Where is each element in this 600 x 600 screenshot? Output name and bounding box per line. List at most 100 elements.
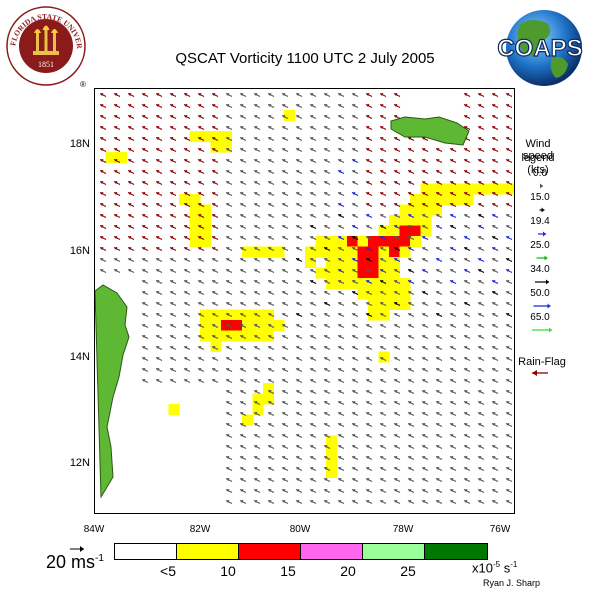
wind-vector <box>225 467 233 471</box>
vorticity-cell <box>231 309 243 321</box>
wind-vector <box>449 423 457 427</box>
wind-vector <box>505 335 513 339</box>
wind-vector <box>435 434 443 438</box>
wind-vector <box>393 280 401 284</box>
wind-vector <box>309 390 317 394</box>
wind-vector <box>253 390 261 394</box>
wind-vector <box>337 291 345 295</box>
wind-vector <box>505 500 513 504</box>
wind-vector <box>169 368 177 372</box>
wind-vector <box>407 489 415 493</box>
wind-vector <box>211 148 219 152</box>
vorticity-cell-high <box>368 246 379 258</box>
wind-vector <box>463 302 471 306</box>
wind-vector <box>225 390 233 394</box>
wind-vector <box>491 170 499 174</box>
central-america-land <box>95 284 130 499</box>
wind-vector <box>505 148 513 152</box>
wind-vector <box>407 401 415 405</box>
wind-vector <box>267 280 275 284</box>
vorticity-cell <box>189 236 201 247</box>
wind-vector <box>141 258 149 262</box>
wind-vector <box>155 236 163 240</box>
vorticity-cell-high <box>399 236 411 247</box>
wind-vector <box>127 236 135 240</box>
wind-legend-arrow-icon <box>539 207 545 213</box>
wind-vector <box>365 170 373 174</box>
vorticity-cell <box>231 330 243 342</box>
wind-vector <box>379 313 387 317</box>
wind-vector <box>421 170 429 174</box>
wind-vector <box>267 203 275 207</box>
vorticity-colorbar <box>114 543 488 560</box>
wind-vector <box>267 335 275 339</box>
wind-legend-arrow-icon <box>533 303 551 309</box>
wind-vector <box>155 93 163 97</box>
wind-vector <box>505 423 513 427</box>
wind-vector <box>323 148 331 152</box>
wind-vector <box>225 302 233 306</box>
wind-vector <box>267 170 275 174</box>
wind-vector <box>211 170 219 174</box>
wind-vector <box>477 456 485 460</box>
wind-vector <box>127 104 135 108</box>
wind-vector <box>239 291 247 295</box>
vorticity-cell <box>326 236 337 247</box>
wind-vector <box>281 115 289 119</box>
wind-vector <box>211 115 219 119</box>
wind-vector <box>267 467 275 471</box>
wind-vector <box>281 489 289 493</box>
wind-vector <box>463 126 471 130</box>
wind-vector <box>295 313 303 317</box>
wind-vector <box>477 214 485 218</box>
wind-vector <box>407 291 415 295</box>
wind-vector <box>211 258 219 262</box>
wind-vector <box>449 148 457 152</box>
wind-vector <box>295 93 303 97</box>
wind-vector <box>491 214 499 218</box>
wind-vector <box>113 181 121 185</box>
vorticity-cell <box>410 236 421 247</box>
wind-vector <box>183 269 191 273</box>
wind-vector <box>323 115 331 119</box>
wind-vector <box>295 456 303 460</box>
vorticity-cell <box>410 215 421 226</box>
wind-vector <box>113 137 121 141</box>
wind-vector <box>155 247 163 251</box>
wind-vector <box>393 335 401 339</box>
wind-legend-title-line1: Wind speed <box>523 138 553 162</box>
vorticity-cell <box>242 320 253 331</box>
wind-vector <box>141 192 149 196</box>
wind-vector <box>225 368 233 372</box>
wind-vector <box>141 236 149 240</box>
wind-vector <box>351 258 359 262</box>
wind-vector <box>463 401 471 405</box>
wind-vector <box>323 137 331 141</box>
wind-vector <box>477 368 485 372</box>
wind-vector <box>281 401 289 405</box>
wind-vector <box>337 445 345 449</box>
wind-vector <box>295 467 303 471</box>
wind-vector <box>477 247 485 251</box>
wind-vector <box>477 445 485 449</box>
wind-vector <box>197 302 205 306</box>
wind-vector <box>351 412 359 416</box>
wind-vector <box>113 126 121 130</box>
vorticity-cell <box>410 194 421 205</box>
wind-vector <box>393 170 401 174</box>
wind-vector <box>435 148 443 152</box>
wind-vector <box>435 313 443 317</box>
wind-vector <box>295 225 303 229</box>
wind-vector <box>155 159 163 163</box>
wind-vector <box>491 104 499 108</box>
wind-vector <box>267 192 275 196</box>
wind-vector <box>239 104 247 108</box>
wind-vector <box>281 170 289 174</box>
wind-vector <box>491 225 499 229</box>
wind-vector <box>281 258 289 262</box>
wind-vector <box>337 225 345 229</box>
wind-vector <box>323 434 331 438</box>
wind-vector <box>323 335 331 339</box>
vorticity-cell <box>399 215 411 226</box>
wind-vector <box>295 137 303 141</box>
